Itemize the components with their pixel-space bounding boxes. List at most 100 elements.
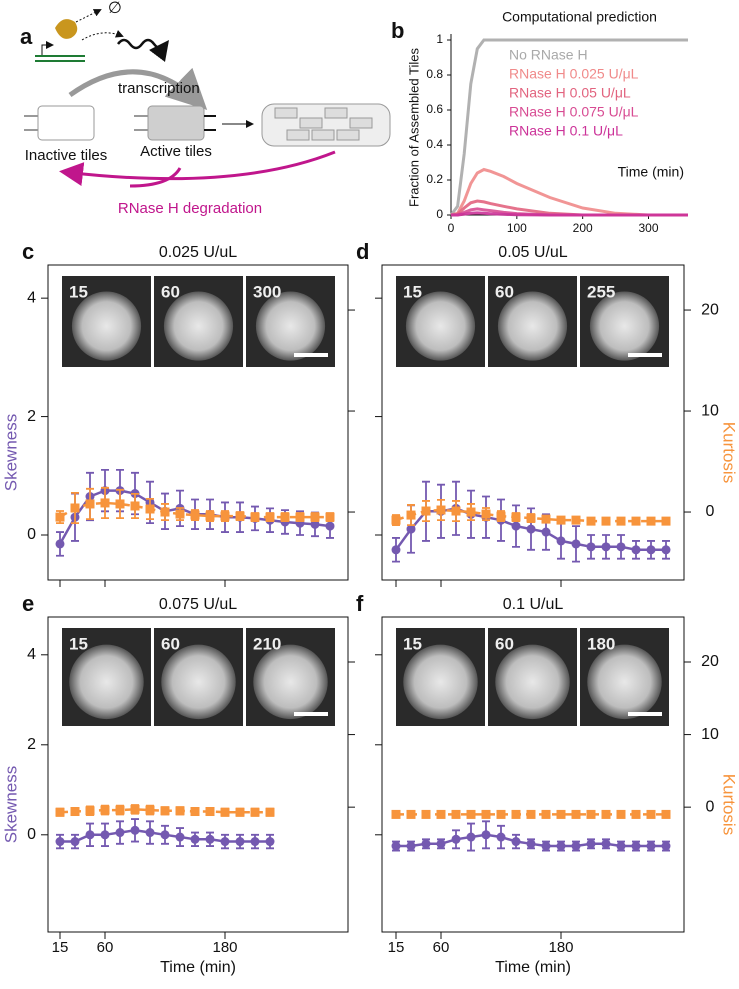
marker	[616, 809, 626, 819]
arrow	[81, 30, 124, 41]
marker	[601, 516, 611, 526]
droplet	[255, 291, 326, 361]
marker	[496, 832, 506, 842]
marker	[391, 809, 401, 819]
marker	[421, 809, 431, 819]
marker	[130, 825, 140, 835]
marker	[646, 516, 656, 526]
droplet	[161, 644, 236, 720]
label: transcription	[118, 80, 200, 97]
marker	[511, 512, 521, 522]
marker	[115, 805, 125, 815]
marker	[325, 521, 335, 531]
marker	[295, 512, 305, 522]
marker	[481, 809, 491, 819]
marker	[235, 837, 245, 847]
marker	[511, 809, 521, 819]
marker	[85, 806, 95, 816]
marker	[556, 841, 566, 851]
y2-tick-label: 0	[706, 503, 715, 520]
marker	[571, 539, 581, 549]
marker	[175, 806, 185, 816]
x-axis-label: Time (min)	[495, 959, 571, 976]
marker	[190, 834, 200, 844]
droplet	[69, 644, 144, 720]
y2-axis-label: Kurtosis	[720, 422, 739, 483]
marker	[541, 809, 551, 819]
time-label: 15	[403, 282, 422, 301]
marker	[70, 807, 80, 817]
marker	[145, 504, 155, 514]
y2-tick-label: 20	[701, 653, 719, 670]
marker	[511, 521, 521, 531]
marker	[646, 809, 656, 819]
marker	[100, 805, 110, 815]
panel-label: d	[356, 239, 369, 264]
marker	[541, 527, 551, 537]
marker	[616, 516, 626, 526]
marker	[175, 509, 185, 519]
x-tick-label: 60	[433, 939, 450, 956]
marker	[391, 515, 401, 525]
series-line	[451, 211, 688, 217]
marker	[526, 524, 536, 534]
marker	[235, 807, 245, 817]
marker	[526, 513, 536, 523]
marker	[631, 545, 641, 555]
legend-label: RNase H 0.1 U/μL	[509, 123, 623, 139]
marker	[115, 499, 125, 509]
marker	[391, 545, 401, 555]
marker	[556, 515, 566, 525]
time-label: 255	[587, 282, 615, 301]
marker	[481, 830, 491, 840]
droplet	[163, 291, 234, 361]
marker	[571, 515, 581, 525]
time-label: 15	[69, 634, 88, 653]
droplet	[587, 644, 662, 720]
marker	[541, 841, 551, 851]
time-label: 180	[587, 634, 615, 653]
panel-label: f	[356, 591, 364, 616]
marker	[205, 834, 215, 844]
marker	[130, 804, 140, 814]
marker	[265, 837, 275, 847]
x-tick-label: 15	[388, 939, 405, 956]
marker	[661, 545, 671, 555]
promoter	[41, 41, 54, 55]
plot-frame	[381, 264, 685, 581]
marker	[586, 809, 596, 819]
y-axis-label: Fraction of Assembled Tiles	[406, 48, 421, 207]
y-tick-label: 1	[436, 32, 443, 46]
y-tick-label: 0.2	[426, 172, 443, 186]
panel-a: a ∅ transcription Inactive tiles Active …	[20, 0, 391, 217]
marker	[391, 841, 401, 851]
panel-label: b	[391, 18, 404, 43]
marker	[220, 807, 230, 817]
marker	[220, 511, 230, 521]
marker	[115, 828, 125, 838]
marker	[661, 841, 671, 851]
plot-frame	[47, 616, 349, 933]
marker	[451, 809, 461, 819]
marker	[175, 832, 185, 842]
time-label: 60	[495, 634, 514, 653]
x-tick-label: 200	[573, 221, 593, 235]
marker	[145, 828, 155, 838]
active-tile	[147, 105, 205, 141]
chart-title: Computational prediction	[502, 9, 657, 25]
y-tick-label: 0.6	[426, 102, 443, 116]
time-label: 60	[161, 282, 180, 301]
marker	[190, 807, 200, 817]
marker	[280, 512, 290, 522]
marker	[466, 507, 476, 517]
marker	[616, 542, 626, 552]
marker	[436, 505, 446, 515]
marker	[466, 809, 476, 819]
plot-frame	[47, 264, 349, 581]
legend-label: RNase H 0.025 U/μL	[509, 66, 639, 82]
marker	[265, 512, 275, 522]
x-tick-label: 15	[52, 939, 69, 956]
y-tick-label: 0	[27, 826, 36, 843]
y-tick-label: 4	[27, 289, 36, 306]
